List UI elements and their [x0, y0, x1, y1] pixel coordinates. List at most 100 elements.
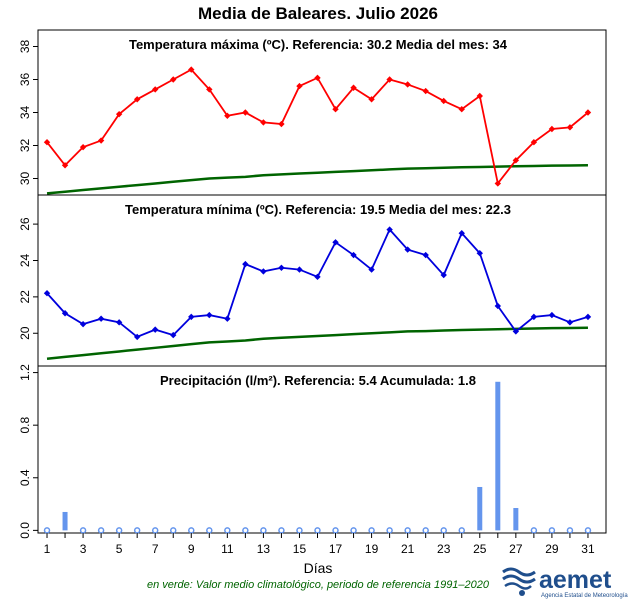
precip-bar: [62, 511, 68, 531]
data-point-tmin: [224, 315, 231, 322]
x-tick-label: 23: [437, 542, 451, 556]
panel-frame-tmin: [37, 194, 607, 367]
data-point-tmax: [404, 81, 411, 88]
data-point-tmin: [115, 319, 123, 326]
data-point-tmin: [332, 239, 339, 246]
data-point-tmin: [512, 328, 520, 335]
y-tick-label: 1.2: [18, 364, 32, 381]
x-tick-label: 29: [545, 542, 559, 556]
data-point-tmin: [152, 326, 159, 333]
data-point-tmin: [314, 273, 321, 281]
panel-tmin: Temperatura mínima (ºC). Referencia: 19.…: [18, 194, 607, 367]
panel-tmax: Temperatura máxima (ºC). Referencia: 30.…: [18, 29, 607, 196]
precip-zero-marker: [368, 527, 375, 534]
data-point-tmax: [512, 157, 520, 164]
data-point-tmin: [386, 226, 393, 233]
data-point-tmax: [152, 86, 159, 93]
data-point-tmax: [188, 66, 195, 73]
y-tick-label: 22: [18, 290, 32, 304]
data-point-tmax: [458, 106, 465, 113]
precip-zero-marker: [206, 527, 213, 534]
data-point-tmin: [440, 271, 447, 279]
precip-zero-marker: [548, 527, 556, 534]
data-point-tmax: [476, 92, 483, 100]
data-point-tmin: [188, 313, 195, 321]
precip-zero-marker: [260, 527, 267, 534]
data-point-tmax: [242, 109, 249, 116]
precip-bar: [513, 508, 519, 531]
precip-zero-marker: [115, 527, 123, 534]
x-tick-label: 7: [152, 542, 159, 556]
precip-zero-marker: [224, 527, 231, 534]
data-point-tmin: [206, 311, 213, 319]
data-point-tmin: [242, 260, 249, 268]
panel-precip: Precipitación (l/m²). Referencia: 5.4 Ac…: [18, 364, 607, 539]
x-tick-label: 9: [188, 542, 195, 556]
panel-title-precip: Precipitación (l/m²). Referencia: 5.4 Ac…: [160, 373, 476, 388]
y-tick-label: 34: [18, 106, 32, 120]
precip-zero-marker: [584, 527, 592, 534]
data-point-tmax: [368, 96, 375, 103]
data-point-tmax: [61, 162, 69, 169]
data-point-tmax: [566, 124, 574, 131]
precip-zero-marker: [278, 527, 285, 534]
data-point-tmin: [368, 266, 375, 273]
precip-zero-marker: [350, 527, 357, 534]
data-point-tmax: [494, 180, 502, 187]
y-tick-label: 36: [18, 73, 32, 87]
data-point-tmin: [566, 319, 574, 326]
data-point-tmin: [260, 268, 267, 275]
precip-bar: [477, 486, 483, 531]
data-point-tmin: [476, 250, 483, 257]
data-point-tmin: [350, 251, 357, 259]
aemet-logo-icon: [502, 567, 536, 596]
data-point-tmax: [332, 106, 339, 113]
data-point-tmax: [386, 76, 393, 83]
x-tick-label: 27: [509, 542, 523, 556]
data-point-tmax: [350, 84, 357, 91]
y-tick-label: 30: [18, 172, 32, 186]
data-point-tmin: [43, 290, 51, 297]
data-point-tmax: [278, 120, 285, 128]
chart-title: Media de Baleares. Julio 2026: [198, 4, 438, 23]
data-point-tmax: [79, 143, 87, 151]
y-tick-label: 38: [18, 40, 32, 54]
data-point-tmin: [494, 302, 502, 310]
series-line-tmin: [46, 227, 589, 338]
data-point-tmax: [133, 96, 141, 103]
data-point-tmin: [61, 310, 69, 317]
precip-bar: [495, 381, 501, 531]
precip-zero-marker: [566, 527, 574, 534]
x-tick-label: 11: [221, 542, 234, 556]
data-point-tmax: [548, 125, 556, 133]
x-tick-label: 15: [293, 542, 307, 556]
x-tick-label: 31: [581, 542, 595, 556]
precip-zero-marker: [404, 527, 411, 534]
x-tick-label: 21: [401, 542, 415, 556]
data-point-tmax: [530, 139, 538, 146]
data-point-tmin: [170, 331, 177, 339]
y-tick-label: 0.0: [18, 522, 32, 539]
precip-zero-marker: [422, 527, 429, 534]
data-point-tmin: [458, 230, 465, 237]
precip-zero-marker: [133, 527, 141, 534]
data-point-tmax: [296, 82, 303, 90]
precip-zero-marker: [151, 527, 159, 534]
data-point-tmax: [97, 137, 105, 144]
x-tick-label: 17: [329, 542, 343, 556]
data-point-tmin: [584, 313, 592, 321]
precip-zero-marker: [530, 527, 538, 534]
x-tick-label: 19: [365, 542, 379, 556]
data-point-tmin: [97, 315, 105, 322]
data-point-tmin: [530, 313, 538, 321]
aemet-logo-text: aemet: [539, 566, 612, 594]
data-point-tmax: [206, 86, 213, 93]
precip-zero-marker: [79, 527, 87, 534]
y-tick-label: 0.8: [18, 417, 32, 434]
precip-zero-marker: [188, 527, 195, 534]
data-point-tmax: [314, 74, 321, 82]
panel-title-tmin: Temperatura mínima (ºC). Referencia: 19.…: [125, 202, 511, 217]
data-point-tmin: [79, 320, 87, 328]
precip-zero-marker: [314, 527, 321, 534]
